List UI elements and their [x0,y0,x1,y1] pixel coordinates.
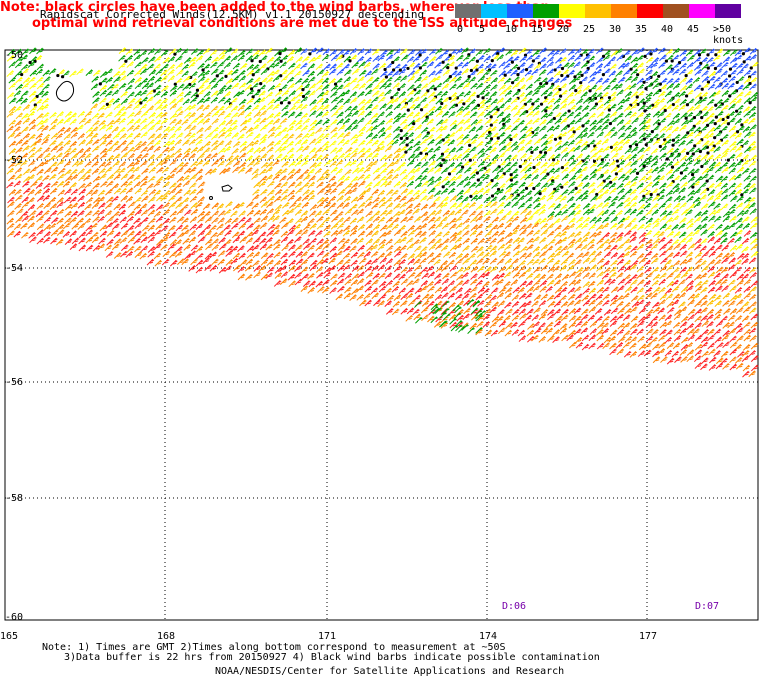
colorbar-label: 5 [479,24,486,35]
colorbar-label: 35 [635,24,648,35]
lat-label-56: -56 [5,377,24,388]
lon-label-168: 168 [157,631,176,642]
colorbar-label: >50 knots [713,24,744,46]
auckland-islands-outline [55,80,75,102]
colorbar-label: 45 [687,24,700,35]
lon-label-171: 171 [318,631,337,642]
footer-note-2: 3)Data buffer is 22 hrs from 20150927 4)… [64,652,600,663]
lat-label-50: -50 [5,50,24,61]
colorbar-swatch [715,4,741,18]
lon-label-174: 174 [479,631,498,642]
small-island [209,196,213,200]
colorbar-label: 25 [583,24,596,35]
lat-label-60: -60 [5,612,24,623]
colorbar-swatch [481,4,507,18]
colorbar-label: 0 [457,24,464,35]
colorbar-swatch [585,4,611,18]
map-title: Rapidscat Corrected Winds(12.5KM) v1.1 2… [40,8,425,21]
lat-label-58: -58 [5,493,24,504]
altitude-note: Note: black circles have been added to t… [0,0,760,32]
note-line-1: Note: black circles have been added to t… [0,0,550,15]
colorbar-label: 10 [505,24,518,35]
time-label-d06: D:06 [502,601,527,612]
colorbar-swatch [559,4,585,18]
colorbar-swatch [507,4,533,18]
colorbar-swatch [637,4,663,18]
colorbar-label: 20 [557,24,570,35]
colorbar-swatch [533,4,559,18]
campbell-island-outline [221,184,233,192]
lon-label-165: 165 [0,631,19,642]
colorbar-swatch [689,4,715,18]
footer-credit: NOAA/NESDIS/Center for Satellite Applica… [215,666,565,677]
lon-label-177: 177 [639,631,658,642]
time-label-d07: D:07 [695,601,720,612]
colorbar-swatch [611,4,637,18]
colorbar-label: 30 [609,24,622,35]
wind-barbs [6,47,759,378]
colorbar-swatch [663,4,689,18]
colorbar-label: 40 [661,24,674,35]
lat-label-54: -54 [5,263,24,274]
lat-label-52: -52 [5,155,24,166]
note-line-2: optimal wind retrieval conditions are me… [32,16,573,31]
colorbar-label: 15 [531,24,544,35]
colorbar-swatch [455,4,481,18]
footer-note-1: Note: 1) Times are GMT 2)Times along bot… [42,642,506,653]
